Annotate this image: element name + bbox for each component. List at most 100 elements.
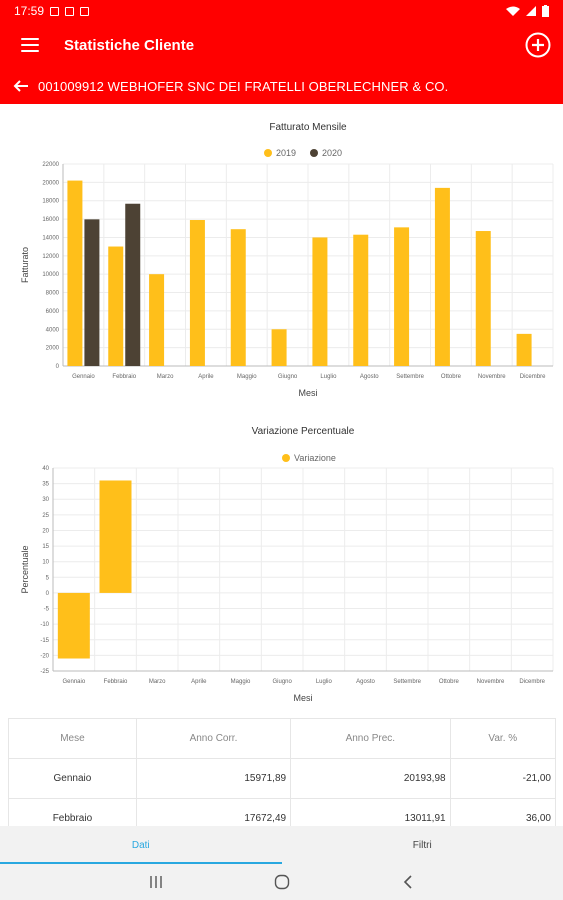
bar	[189, 220, 205, 366]
x-tick-label: Giugno	[278, 374, 298, 380]
col-header-previous-year: Anno Prec.	[290, 718, 451, 759]
bar	[475, 231, 491, 366]
cell-previous-year: 20193,98	[290, 758, 451, 799]
bar	[108, 246, 124, 366]
chart-title: Fatturato Mensile	[269, 122, 347, 133]
bar	[99, 480, 132, 593]
bottom-tabs: Dati Filtri	[0, 826, 563, 864]
y-tick-label: 35	[42, 482, 49, 488]
bar	[57, 592, 90, 659]
x-tick-label: Agosto	[360, 374, 379, 380]
bar	[271, 329, 287, 366]
customer-label: 001009912 WEBHOFER SNC DEI FRATELLI OBER…	[38, 78, 449, 94]
y-tick-label: -5	[44, 607, 50, 613]
recent-apps-icon[interactable]	[142, 872, 170, 892]
legend-label: 2020	[322, 148, 342, 158]
bar	[312, 237, 328, 366]
app-bar: Statistiche Cliente	[0, 22, 563, 68]
x-tick-label: Ottobre	[441, 374, 462, 380]
y-tick-label: 6000	[46, 309, 60, 315]
y-tick-label: 0	[46, 591, 50, 597]
y-tick-label: -15	[40, 638, 49, 644]
tab-filtri[interactable]: Filtri	[412, 839, 432, 851]
x-tick-label: Gennaio	[62, 679, 85, 685]
table-header-row: Mese Anno Corr. Anno Prec. Var. %	[8, 718, 557, 759]
bar	[230, 229, 246, 366]
bar	[434, 187, 450, 366]
wifi-icon	[506, 6, 520, 16]
x-axis-label: Mesi	[298, 388, 317, 398]
back-arrow-icon[interactable]	[12, 77, 30, 95]
col-header-variation: Var. %	[449, 718, 557, 759]
x-tick-label: Maggio	[237, 374, 257, 380]
y-tick-label: 8000	[46, 291, 60, 297]
y-tick-label: 18000	[42, 199, 59, 205]
cell-month: Febbraio	[8, 798, 137, 826]
table-row: Febbraio 17672,49 13011,91 36,00	[8, 798, 557, 826]
status-left: 17:59	[14, 4, 90, 18]
x-tick-label: Aprile	[198, 374, 214, 380]
status-right	[506, 5, 549, 17]
revenue-chart: Fatturato Mensile 2019 2020 0 2000 4000 6000 80…	[20, 122, 554, 398]
x-tick-label: Dicembre	[519, 679, 545, 685]
y-tick-label: 16000	[42, 217, 59, 223]
y-tick-label: 40	[42, 466, 49, 472]
battery-saver-notification-icon	[80, 6, 90, 16]
x-tick-label: Febbraio	[112, 374, 136, 380]
content-area[interactable]: Fatturato Mensile 2019 2020 0 2000 4000 6000 80…	[0, 104, 563, 826]
cell-current-year: 17672,49	[135, 798, 292, 826]
cell-variation: 36,00	[449, 798, 557, 826]
legend-marker	[310, 149, 318, 157]
bar	[125, 203, 141, 366]
y-tick-label: -25	[40, 669, 49, 675]
x-tick-label: Novembre	[477, 679, 505, 685]
y-tick-label: -20	[40, 653, 49, 659]
y-tick-label: 25	[42, 513, 49, 519]
bar	[516, 333, 532, 366]
y-tick-label: 20000	[42, 180, 59, 186]
add-circle-icon[interactable]	[525, 32, 551, 58]
y-tick-label: 14000	[42, 235, 59, 241]
cell-current-year: 15971,89	[135, 758, 292, 799]
page-title: Statistiche Cliente	[64, 36, 195, 54]
back-icon[interactable]	[394, 872, 422, 892]
customer-bar: 001009912 WEBHOFER SNC DEI FRATELLI OBER…	[0, 68, 563, 104]
legend-marker	[282, 454, 290, 462]
x-tick-label: Settembre	[393, 679, 421, 685]
y-axis-label: Fatturato	[20, 247, 30, 283]
x-tick-label: Dicembre	[520, 374, 546, 380]
chart-title: Variazione Percentuale	[252, 426, 355, 437]
tab-dati[interactable]: Dati	[0, 826, 282, 864]
y-tick-label: 12000	[42, 254, 59, 260]
y-tick-label: 4000	[46, 327, 60, 333]
bar	[353, 234, 369, 366]
bar	[84, 219, 100, 366]
bar	[149, 274, 165, 366]
x-tick-label: Luglio	[316, 679, 333, 685]
bar	[394, 227, 410, 366]
battery-icon	[542, 5, 549, 17]
y-tick-label: 10	[42, 560, 49, 566]
system-nav-bar	[0, 864, 563, 900]
menu-icon[interactable]	[21, 38, 39, 52]
data-table: Mese Anno Corr. Anno Prec. Var. % Gennai…	[8, 718, 557, 826]
home-icon[interactable]	[268, 872, 296, 892]
gallery-notification-icon	[50, 6, 60, 16]
x-tick-label: Marzo	[157, 374, 174, 380]
cell-previous-year: 13011,91	[290, 798, 451, 826]
status-bar: 17:59	[0, 0, 563, 22]
legend-label: 2019	[276, 148, 296, 158]
legend-marker	[264, 149, 272, 157]
variation-chart: Variazione Percentuale Variazione -25 -20 -1…	[20, 426, 554, 703]
y-tick-label: 0	[56, 364, 60, 370]
y-tick-label: 15	[42, 544, 49, 550]
signal-icon	[526, 6, 536, 16]
x-tick-label: Maggio	[231, 679, 251, 685]
cell-month: Gennaio	[8, 758, 137, 799]
col-header-current-year: Anno Corr.	[135, 718, 292, 759]
table-row: Gennaio 15971,89 20193,98 -21,00	[8, 758, 557, 799]
y-tick-label: 20	[42, 528, 49, 534]
cell-variation: -21,00	[449, 758, 557, 799]
x-tick-label: Giugno	[272, 679, 292, 685]
x-axis-label: Mesi	[293, 693, 312, 703]
